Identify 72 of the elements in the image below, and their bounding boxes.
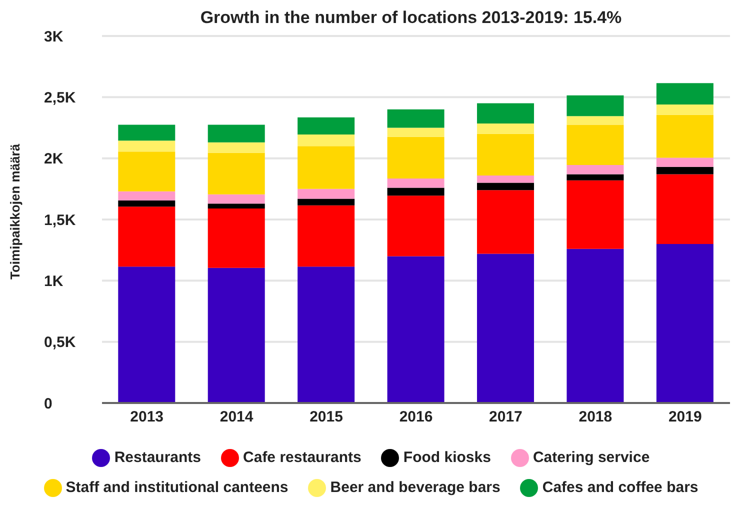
y-tick-label: 2,5K xyxy=(44,89,76,106)
bar xyxy=(656,83,714,105)
bar xyxy=(656,174,714,244)
bar xyxy=(656,244,714,403)
x-tick-label: 2015 xyxy=(310,408,343,426)
x-tick-label: 2016 xyxy=(399,408,433,426)
bar xyxy=(387,256,444,403)
bar xyxy=(208,152,265,194)
bar xyxy=(566,180,624,249)
bar xyxy=(387,136,444,179)
bar xyxy=(298,205,355,267)
bar xyxy=(477,134,534,176)
bar xyxy=(566,116,624,125)
bar xyxy=(118,266,176,403)
x-tick-label: 2014 xyxy=(220,408,254,426)
legend-label: Food kiosks xyxy=(403,449,491,466)
y-tick-label: 0,5K xyxy=(44,334,76,352)
bar xyxy=(208,208,265,268)
bar xyxy=(298,134,355,146)
bar xyxy=(566,95,624,116)
bar xyxy=(118,206,176,267)
bar xyxy=(656,114,714,158)
bar xyxy=(477,123,534,134)
bar xyxy=(208,194,265,204)
y-tick-label: 1K xyxy=(44,272,64,290)
x-tick-label: 2018 xyxy=(578,408,612,426)
bar xyxy=(208,142,265,153)
bar xyxy=(298,198,355,206)
y-tick-label: 1,5K xyxy=(44,212,76,229)
bar xyxy=(387,188,444,196)
y-tick-label: 0 xyxy=(44,395,52,412)
bar xyxy=(477,175,534,183)
x-tick-label: 2017 xyxy=(489,408,522,426)
y-axis-title: Toimipaikkojen määrä xyxy=(8,143,23,280)
bar xyxy=(118,152,176,192)
legend-label: Restaurants xyxy=(114,449,202,466)
bar xyxy=(387,109,444,128)
bar xyxy=(387,178,444,188)
bar xyxy=(566,248,624,403)
bar xyxy=(387,196,444,256)
x-tick-label: 2019 xyxy=(668,408,702,426)
bar xyxy=(477,103,534,124)
legend-label: Cafes and coffee bars xyxy=(542,479,698,496)
legend-label: Staff and institutional canteens xyxy=(66,479,288,496)
bar xyxy=(118,140,176,152)
bar xyxy=(477,254,534,403)
x-tick-label: 2013 xyxy=(130,408,164,426)
bar xyxy=(118,200,176,207)
bar xyxy=(298,146,355,189)
y-tick-label: 2K xyxy=(44,150,64,168)
bar xyxy=(118,124,176,141)
bar xyxy=(208,124,265,142)
bar xyxy=(566,165,624,174)
bar xyxy=(298,117,355,134)
bar xyxy=(477,182,534,190)
bar xyxy=(566,124,624,166)
bar xyxy=(656,166,714,174)
bar xyxy=(208,204,265,208)
legend-label: Beer and beverage bars xyxy=(330,479,500,496)
y-tick-label: 3K xyxy=(44,28,64,46)
bar xyxy=(208,268,265,403)
chart-title: Growth in the number of locations 2013-2019: 15.4% xyxy=(199,8,623,28)
bar xyxy=(298,188,355,199)
bar xyxy=(656,158,714,167)
bar xyxy=(298,266,355,403)
bar xyxy=(118,191,176,201)
bar xyxy=(656,104,714,115)
bar xyxy=(477,190,534,254)
legend-label: Cafe restaurants xyxy=(243,449,362,466)
bar xyxy=(566,174,624,180)
legend-label: Catering service xyxy=(532,449,650,466)
bar xyxy=(387,128,444,137)
